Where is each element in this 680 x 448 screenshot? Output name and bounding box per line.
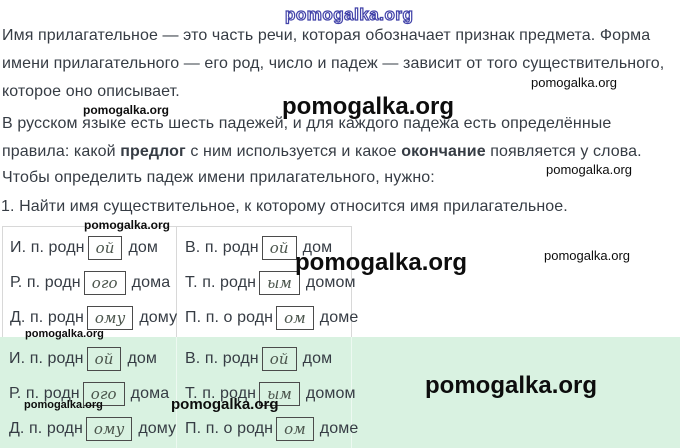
case-suffix: дома (130, 384, 170, 402)
case-line-accusative: В. п. родн ой дом (185, 230, 351, 265)
text-segment: правила: какой (2, 143, 121, 160)
case-suffix: дому (139, 308, 178, 326)
case-line-accusative: В. п. родн ой дом (185, 341, 351, 376)
watermark-text: pomogalka.org (544, 248, 630, 263)
watermark-text: pomogalka.org (546, 162, 632, 177)
ending-box: ому (85, 416, 133, 441)
ending-box: ого (82, 381, 125, 406)
text-line: Чтобы определить падеж имени прилагатель… (2, 169, 435, 186)
numbered-step-1: 1. Найти имя существительное, к которому… (1, 193, 568, 221)
text-line: Имя прилагательное — это часть речи, кот… (2, 27, 651, 44)
watermark-text: pomogalka.org (25, 328, 104, 340)
table-cell-right: В. п. родн ой дом Т. п. родн ым домом П. п. … (177, 337, 358, 448)
text-line: 1. Найти имя существительное, к которому… (1, 198, 568, 215)
case-line-prepositional: П. п. о родн ом доме (185, 411, 358, 446)
case-suffix: дому (138, 419, 177, 437)
case-prefix: Т. п. родн (185, 273, 257, 291)
table-cell-empty (352, 226, 678, 337)
watermark-text: pomogalka.org (295, 249, 468, 276)
table-cell-left: И. п. родн ой дом Р. п. родн ого дома Д. п. … (2, 226, 177, 337)
table-cell-right: В. п. родн ой дом Т. п. родн ым домом П. п. … (177, 226, 358, 337)
bold-word-okonchanie: окончание (401, 143, 486, 160)
case-line-dative: Д. п. родн ому дому (10, 300, 178, 335)
case-prefix: Р. п. родн (9, 384, 80, 402)
case-prefix: В. п. родн (185, 238, 259, 256)
ending-box: ому (86, 305, 134, 330)
case-prefix: Т. п. родн (185, 384, 257, 402)
table-row-group-green: И. п. родн ой дом Р. п. родн ого дома Д. п. … (2, 337, 678, 448)
case-suffix: доме (319, 308, 359, 326)
case-prefix: В. п. родн (185, 349, 259, 367)
case-prefix: Д. п. родн (9, 419, 83, 437)
case-prefix: Д. п. родн (10, 308, 84, 326)
case-line-genitive: Р. п. родн ого дома (9, 376, 176, 411)
case-prefix: Р. п. родн (10, 273, 81, 291)
case-suffix: дома (131, 273, 171, 291)
case-suffix: домом (305, 273, 356, 291)
text-line: В русском языке есть шесть падежей, и дл… (2, 115, 612, 132)
bold-word-predlog: предлог (120, 143, 186, 160)
paragraph-cases-rules: В русском языке есть шесть падежей, и дл… (2, 110, 642, 166)
case-line-dative: Д. п. родн ому дому (9, 411, 176, 446)
watermark-text: pomogalka.org (84, 218, 171, 232)
case-line-genitive: Р. п. родн ого дома (10, 265, 176, 300)
case-suffix: дом (127, 349, 158, 367)
text-line: правила: какой предлог с ним используетс… (2, 138, 642, 166)
watermark-text: pomogalka.org (83, 103, 170, 117)
ending-box: ого (83, 270, 126, 295)
watermark-text: pomogalka.org (171, 396, 279, 413)
case-suffix: домом (305, 384, 356, 402)
case-suffix: доме (319, 419, 359, 437)
paragraph-how-to-determine: Чтобы определить падеж имени прилагатель… (2, 164, 435, 192)
case-suffix: дом (302, 238, 333, 256)
case-line-instrumental: Т. п. родн ым домом (185, 376, 355, 411)
ending-box: ом (276, 305, 314, 330)
ending-box: ым (259, 381, 300, 406)
case-line-prepositional: П. п. о родн ом доме (185, 300, 358, 335)
text-segment: появляется у слова. (485, 143, 642, 160)
ending-box: ой (87, 235, 123, 260)
ending-box: ым (259, 270, 300, 295)
text-line: имени прилагательного — его род, число и… (2, 55, 665, 72)
paragraph-adjective-definition: Имя прилагательное — это часть речи, кот… (2, 22, 664, 106)
green-row-band (0, 337, 680, 448)
watermark-text: pomogalka.org (24, 399, 103, 411)
table-cell-left: И. п. родн ой дом Р. п. родн ого дома Д. п. … (2, 337, 177, 448)
watermark-text: pomogalka.org (425, 372, 598, 399)
watermark-text: pomogalka.org (284, 5, 414, 24)
case-prefix: П. п. о родн (185, 308, 274, 326)
case-prefix: И. п. родн (10, 238, 85, 256)
watermark-text: pomogalka.org (282, 93, 455, 120)
case-line-instrumental: Т. п. родн ым домом (185, 265, 355, 300)
ending-box: ом (276, 416, 314, 441)
case-line-nominative: И. п. родн ой дом (10, 230, 176, 265)
case-prefix: П. п. о родн (185, 419, 274, 437)
case-prefix: И. п. родн (9, 349, 84, 367)
table-row-group-white: И. п. родн ой дом Р. п. родн ого дома Д. п. … (2, 226, 678, 337)
ending-box: ой (86, 346, 122, 371)
case-line-nominative: И. п. родн ой дом (9, 341, 176, 376)
text-line: которое оно описывает. (2, 83, 180, 100)
text-segment: с ним используется и какое (185, 143, 402, 160)
case-suffix: дом (128, 238, 159, 256)
ending-box: ой (261, 235, 297, 260)
cases-declension-table: И. п. родн ой дом Р. п. родн ого дома Д. п. … (2, 226, 678, 448)
case-suffix: дом (302, 349, 333, 367)
ending-box: ой (261, 346, 297, 371)
watermark-text: pomogalka.org (531, 75, 617, 90)
